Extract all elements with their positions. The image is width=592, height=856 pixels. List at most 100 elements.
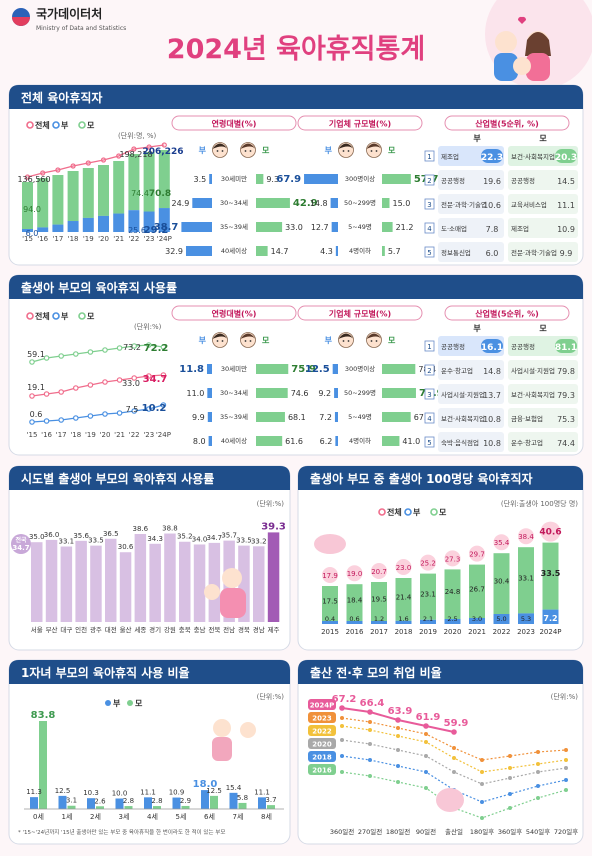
s3-bar	[45, 539, 58, 622]
s6-point	[396, 764, 400, 768]
s4-total-value: 38.4	[518, 533, 534, 541]
s3-bar	[179, 541, 191, 622]
s2-size-father-value: 7.2	[319, 413, 332, 422]
s1-age-father-face-eye	[216, 150, 219, 152]
s5-mother-value: 2.6	[94, 797, 106, 805]
s1-father-b: 29.2	[144, 225, 169, 236]
s1-industry-pill	[444, 115, 570, 131]
s1-industry-col-mother: 모	[539, 134, 547, 143]
s5-footnote: * '15~'24년까지 '15년 출생아만 있는 부모 중 육아휴직을 한 번…	[18, 828, 225, 836]
s6-point	[340, 738, 344, 742]
s1-industry-mother-value: 11.1	[557, 201, 575, 210]
s1-age-category: 35~39세	[220, 222, 248, 231]
s2-father-line-point	[58, 417, 65, 423]
s1-bar-father	[143, 211, 155, 232]
s2-title: 출생아 부모의 육아휴직 사용률	[21, 280, 177, 295]
s1-age-bar-father	[185, 246, 212, 256]
s5-father-value: 11.3	[26, 788, 42, 796]
s5-bar-mother	[181, 805, 190, 809]
legend-label-2: 모	[87, 312, 95, 321]
s5-bar-mother	[267, 805, 275, 809]
s4-mother-value: 21.4	[396, 593, 412, 601]
s4-x-tick: 2018	[395, 628, 413, 636]
s6-point	[452, 756, 456, 760]
s2-size-father-value: 6.2	[320, 437, 333, 446]
s4-bar-father	[371, 621, 387, 624]
s6-x-tick: 360일전	[330, 827, 354, 836]
s4-mother-value: 30.4	[494, 578, 510, 586]
s1-age-category: 40세이상	[221, 246, 247, 255]
s5-legend-father: 부	[113, 699, 121, 708]
s3-x-tick: 대구	[60, 626, 72, 634]
s6-point	[395, 717, 401, 723]
s4-total-bubble	[444, 550, 461, 567]
s6-point	[368, 742, 372, 746]
s4-father-value: 5.0	[496, 615, 506, 623]
s3-x-tick: 제주	[268, 626, 280, 634]
s2-age-father-face-hair	[212, 333, 228, 339]
s1-industry-father-cell	[438, 194, 504, 214]
s4-bar-mother	[493, 553, 510, 614]
s1-age-father-value: 38.7	[154, 222, 179, 233]
s5-father-value: 10.9	[169, 789, 185, 797]
s3-mom-face	[222, 568, 242, 588]
s5-bar-father	[115, 798, 124, 809]
s6-year-label: 2022	[312, 728, 332, 736]
s1-size-pill-text: 기업체 규모별(%)	[329, 119, 391, 129]
s4-total-value: 29.7	[469, 551, 485, 559]
s1-bar-father	[82, 217, 94, 232]
s6-point	[452, 770, 456, 774]
s2-size-bar-mother	[382, 388, 416, 398]
s1-bar-mother	[158, 150, 170, 209]
s5-legend-mother-marker	[127, 700, 133, 706]
s3-x-tick: 울산	[120, 625, 132, 634]
s1-x-tick: '18	[68, 235, 79, 243]
legend-label-1: 부	[413, 508, 421, 517]
s2-age-mother-face-hair	[240, 333, 256, 339]
s3-bar	[90, 545, 102, 622]
s1-age-father-value: 32.9	[165, 247, 183, 256]
s1-industry-rank-box	[424, 150, 435, 162]
legend-marker-2	[78, 121, 86, 129]
s5-x-tick: 7세	[233, 812, 244, 821]
s1-age-category: 30~34세	[220, 198, 248, 207]
s1-size-mother-value: 5.7	[388, 247, 401, 256]
s6-point	[508, 766, 512, 770]
s3-bar	[60, 546, 73, 622]
s3-x-tick: 대전	[105, 625, 117, 634]
s2-father-line	[31, 404, 164, 423]
s4-total-bubble	[493, 534, 510, 551]
s1-bar-father	[67, 221, 79, 232]
s1-size-mother-value: 15.0	[393, 199, 411, 208]
s2-age-pill-text: 연령대별(%)	[212, 309, 257, 319]
s2-mother-line-point	[73, 351, 79, 357]
s1-industry-father-industry: 공공행정	[441, 176, 465, 185]
s2-industry-father-value-badge	[481, 339, 503, 353]
s5-bar-father	[87, 798, 95, 809]
s2-age-father-value: 11.8	[179, 364, 204, 375]
s2-industry-mother-industry: 사업시설·지원업	[511, 366, 555, 375]
s4-total-bubble	[518, 528, 534, 545]
s2-industry-mother-value: 81.1	[555, 343, 577, 353]
s6-point	[423, 723, 429, 729]
s1-bar-father	[128, 210, 140, 232]
s2-age-father-value: 11.0	[187, 389, 205, 398]
s5-mother-value: 3.7	[265, 796, 276, 804]
s2-age-father-face-eye	[216, 340, 219, 342]
s1-industry-father-value: 19.6	[483, 177, 501, 186]
s3-bar	[31, 542, 43, 622]
s1-age-bar-father	[181, 222, 212, 232]
s3-bar-value: 35.2	[177, 533, 193, 541]
s2-father-line-point	[116, 410, 123, 416]
s2-mother-a: 73.2	[123, 343, 141, 352]
s4-total-bubble	[395, 559, 412, 575]
s2-size-mother-value: 41.0	[402, 437, 420, 446]
s4-mother-value: 18.4	[347, 597, 363, 605]
s4-unit: (단위:출생아 100명당 명)	[501, 499, 578, 508]
s4-x-tick: 2017	[370, 628, 388, 636]
s2-industry-rank-box	[424, 364, 435, 376]
s2-father-line-point	[73, 415, 79, 421]
s1-father-a: 25.6	[128, 226, 146, 235]
s1-industry-mother-value: 10.9	[557, 225, 575, 234]
